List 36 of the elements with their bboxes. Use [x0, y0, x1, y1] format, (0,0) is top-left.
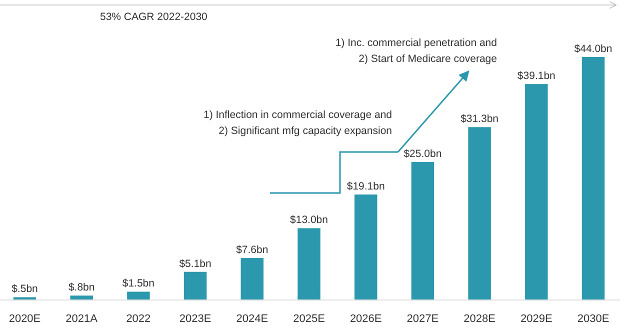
x-tick-label: 2022 — [126, 313, 151, 325]
data-label: $1.5bn — [122, 278, 155, 290]
x-tick-label: 2028E — [464, 313, 496, 325]
data-label: $7.6bn — [236, 244, 268, 256]
x-tick-label: 2029E — [520, 313, 552, 325]
bar — [582, 57, 605, 300]
x-tick-label: 2030E — [577, 313, 610, 325]
text: 53% CAGR 2022-2030 — [100, 11, 208, 23]
data-label: $39.1bn — [517, 70, 556, 82]
x-tick-label: 2026E — [350, 313, 382, 325]
data-label: $44.0bn — [574, 43, 612, 55]
data-label: $19.1bn — [346, 180, 385, 193]
bar — [70, 296, 93, 300]
x-tick-label: 2024E — [236, 313, 268, 325]
x-tick-label: 2025E — [293, 313, 325, 325]
data-label: $25.0bn — [404, 148, 442, 160]
x-tick-label: 2023E — [179, 313, 212, 325]
bar — [298, 228, 320, 300]
bar — [240, 258, 264, 300]
bar — [411, 162, 434, 300]
bar — [127, 292, 150, 300]
bar — [13, 297, 36, 300]
data-label: $31.3bn — [460, 113, 499, 126]
bar — [468, 127, 491, 300]
annotation: 1) Inflection in commercial coverage and 2) Significant mfg capacity expansion — [203, 109, 392, 137]
bar — [525, 84, 548, 300]
annotation: 1) Inc. commercial penetration and 2) Start of Medicare coverage — [335, 37, 498, 65]
bar — [184, 272, 207, 300]
x-tick-label: 2020E — [8, 313, 41, 325]
data-label: $5.1bn — [179, 258, 212, 270]
x-tick-label: 2027E — [406, 313, 439, 325]
data-label: $.8bn — [68, 282, 95, 294]
bar — [354, 194, 378, 300]
data-label: $13.0bn — [290, 214, 328, 226]
data-label: $.5bn — [12, 283, 38, 296]
x-tick-label: 2021A — [66, 313, 98, 325]
